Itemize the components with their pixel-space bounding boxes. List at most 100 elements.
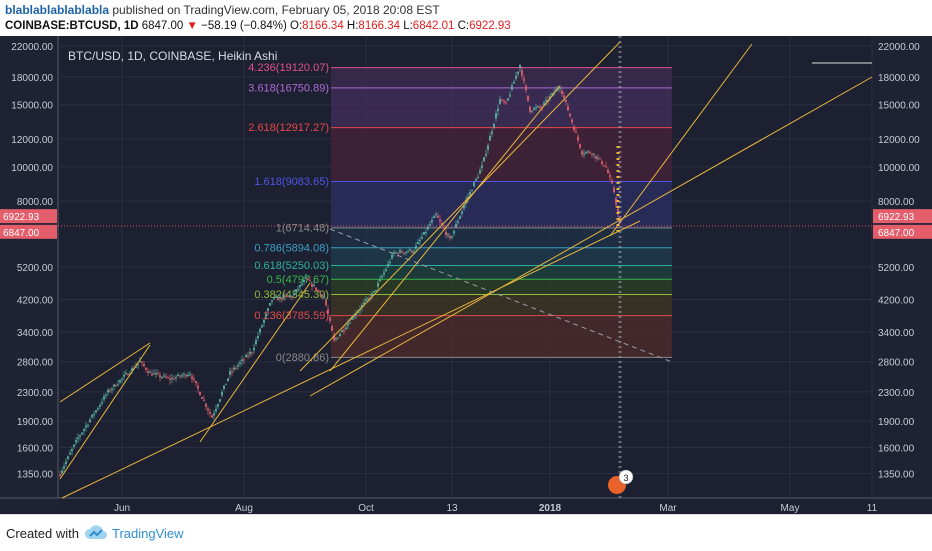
candle-body	[119, 379, 121, 383]
candle-body	[245, 354, 247, 358]
candle-body	[127, 374, 129, 376]
candle-body	[461, 211, 463, 214]
candle-body	[507, 98, 509, 101]
candle-body	[509, 94, 511, 97]
high-value: 8166.34	[358, 20, 400, 32]
candle-body	[519, 64, 521, 69]
right-tick-label: 10000.00	[878, 163, 920, 174]
candle-body	[581, 151, 583, 155]
price-chart[interactable]: 4.236(19120.07) 3.618(16750.89) 2.618(1291…	[0, 36, 932, 514]
candle-body	[279, 296, 281, 299]
candle-body	[401, 251, 403, 253]
right-axis-panel	[872, 36, 932, 514]
right-tick-label: 2300.00	[878, 388, 915, 399]
candle-body	[535, 107, 537, 109]
long-channel-upper	[309, 76, 873, 397]
candle-body	[333, 335, 335, 341]
candle-body	[477, 177, 479, 179]
candle-body	[589, 152, 591, 154]
open-value: 8166.34	[302, 20, 344, 32]
candle-body	[413, 251, 415, 253]
fib-label-0: 0(2880.86)	[276, 352, 329, 364]
candle-body	[521, 70, 523, 76]
candle-body	[493, 123, 495, 128]
candle-body	[275, 296, 277, 298]
candle-body	[421, 237, 423, 239]
tradingview-brand[interactable]: TradingView	[112, 526, 184, 541]
candle-body	[277, 298, 279, 301]
author-name[interactable]: blablablablablabla	[5, 3, 110, 17]
candle-body	[251, 352, 253, 354]
candle-body	[501, 99, 503, 101]
right-tick-label: 2800.00	[878, 358, 915, 369]
x-tick-label: Oct	[358, 503, 374, 514]
right-tick-label: 1900.00	[878, 417, 915, 428]
chart-title: BTC/USD, 1D, COINBASE, Heikin Ashi	[68, 49, 277, 63]
candle-body	[617, 208, 619, 214]
candle-body	[489, 136, 491, 141]
candle-body	[137, 363, 139, 365]
candle-body	[511, 85, 513, 90]
candle-body	[291, 296, 293, 298]
candle-body	[59, 474, 61, 476]
last-price: 6847.00	[141, 20, 184, 32]
candle-body	[451, 236, 453, 238]
candle-body	[295, 289, 297, 292]
candle-body	[259, 328, 261, 333]
left-tick-label: 5200.00	[17, 263, 54, 274]
candle-body	[83, 429, 85, 431]
fib-label-0.786: 0.786(5894.08)	[254, 242, 329, 254]
candle-body	[265, 313, 267, 317]
candle-body	[121, 378, 123, 380]
candle-body	[263, 319, 265, 323]
candle-body	[373, 291, 375, 293]
candle-body	[343, 330, 345, 332]
candle-body	[395, 252, 397, 254]
fib-band-3.618	[331, 87, 672, 128]
candle-body	[67, 456, 69, 459]
candle-body	[513, 81, 515, 84]
left-tick-label: 1600.00	[17, 443, 54, 454]
candle-body	[475, 178, 477, 181]
candle-body	[109, 390, 111, 392]
left-tick-label: 1900.00	[17, 417, 54, 428]
candle-body	[443, 226, 445, 229]
price-tag-left-bg	[0, 209, 57, 224]
candle-body	[217, 404, 219, 407]
candle-body	[151, 373, 153, 376]
candle-body	[247, 355, 249, 357]
x-tick-label: Aug	[235, 503, 253, 514]
high-label: H:	[346, 20, 359, 32]
candle-body	[579, 144, 581, 148]
down-arrow-icon: ▼	[186, 20, 198, 32]
candle-body	[85, 425, 87, 428]
candle-body	[269, 302, 271, 306]
close-label: C:	[457, 20, 470, 32]
candle-body	[221, 391, 223, 396]
candle-body	[71, 449, 73, 451]
candle-body	[613, 187, 615, 193]
candle-body	[205, 403, 207, 407]
candle-body	[523, 78, 525, 81]
event-badge[interactable]: 3	[608, 469, 634, 494]
price-tag-left-bg	[0, 224, 57, 239]
candle-body	[237, 365, 239, 367]
candle-body	[213, 413, 215, 416]
candle-body	[161, 377, 163, 379]
candle-body	[353, 316, 355, 318]
candle-body	[349, 322, 351, 324]
candle-body	[437, 215, 439, 218]
fib-label-0.382: 0.382(4345.30)	[254, 289, 329, 301]
candle-body	[533, 108, 535, 110]
candle-body	[187, 375, 189, 377]
candle-body	[525, 85, 527, 91]
fib-label-4.236: 4.236(19120.07)	[248, 62, 329, 74]
candle-body	[387, 263, 389, 267]
candle-body	[167, 377, 169, 379]
candle-body	[111, 388, 113, 391]
candle-body	[261, 325, 263, 328]
candle-body	[429, 224, 431, 226]
candle-body	[427, 226, 429, 230]
candle-body	[327, 309, 329, 314]
x-tick-label: 13	[446, 503, 458, 514]
